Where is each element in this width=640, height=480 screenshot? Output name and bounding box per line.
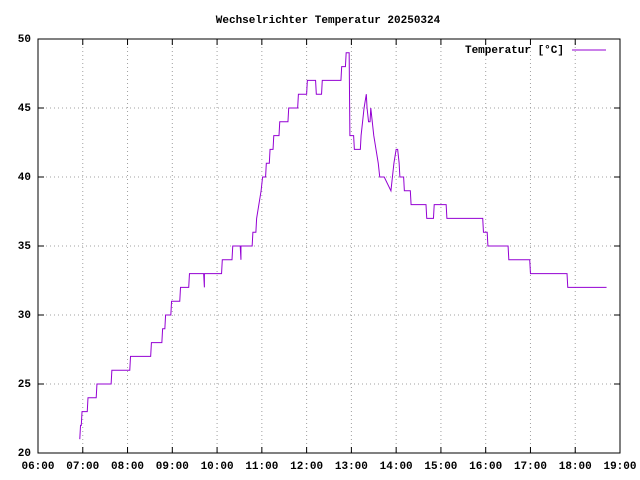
y-tick-label: 25 bbox=[18, 379, 32, 391]
x-tick-label: 19:00 bbox=[603, 461, 636, 473]
x-tick-label: 17:00 bbox=[514, 461, 547, 473]
x-tick-label: 06:00 bbox=[21, 461, 54, 473]
x-tick-label: 13:00 bbox=[335, 461, 368, 473]
x-tick-label: 14:00 bbox=[380, 461, 413, 473]
legend-label: Temperatur [°C] bbox=[465, 45, 564, 57]
plot-border bbox=[37, 38, 621, 454]
y-tick-label: 40 bbox=[18, 172, 31, 184]
y-tick-label: 50 bbox=[18, 34, 31, 46]
y-tick-label: 30 bbox=[18, 310, 31, 322]
x-tick-label: 11:00 bbox=[245, 461, 278, 473]
x-tick-label: 16:00 bbox=[469, 461, 502, 473]
y-tick-label: 35 bbox=[18, 241, 32, 253]
x-tick-label: 12:00 bbox=[290, 461, 323, 473]
y-tick-label: 20 bbox=[18, 448, 31, 460]
x-tick-label: 18:00 bbox=[559, 461, 592, 473]
x-tick-label: 08:00 bbox=[111, 461, 144, 473]
x-tick-label: 09:00 bbox=[156, 461, 189, 473]
y-tick-label: 45 bbox=[18, 103, 32, 115]
x-tick-label: 07:00 bbox=[66, 461, 99, 473]
chart-title: Wechselrichter Temperatur 20250324 bbox=[216, 15, 441, 27]
data-line bbox=[79, 52, 607, 440]
x-tick-label: 15:00 bbox=[424, 461, 457, 473]
x-tick-label: 10:00 bbox=[201, 461, 234, 473]
